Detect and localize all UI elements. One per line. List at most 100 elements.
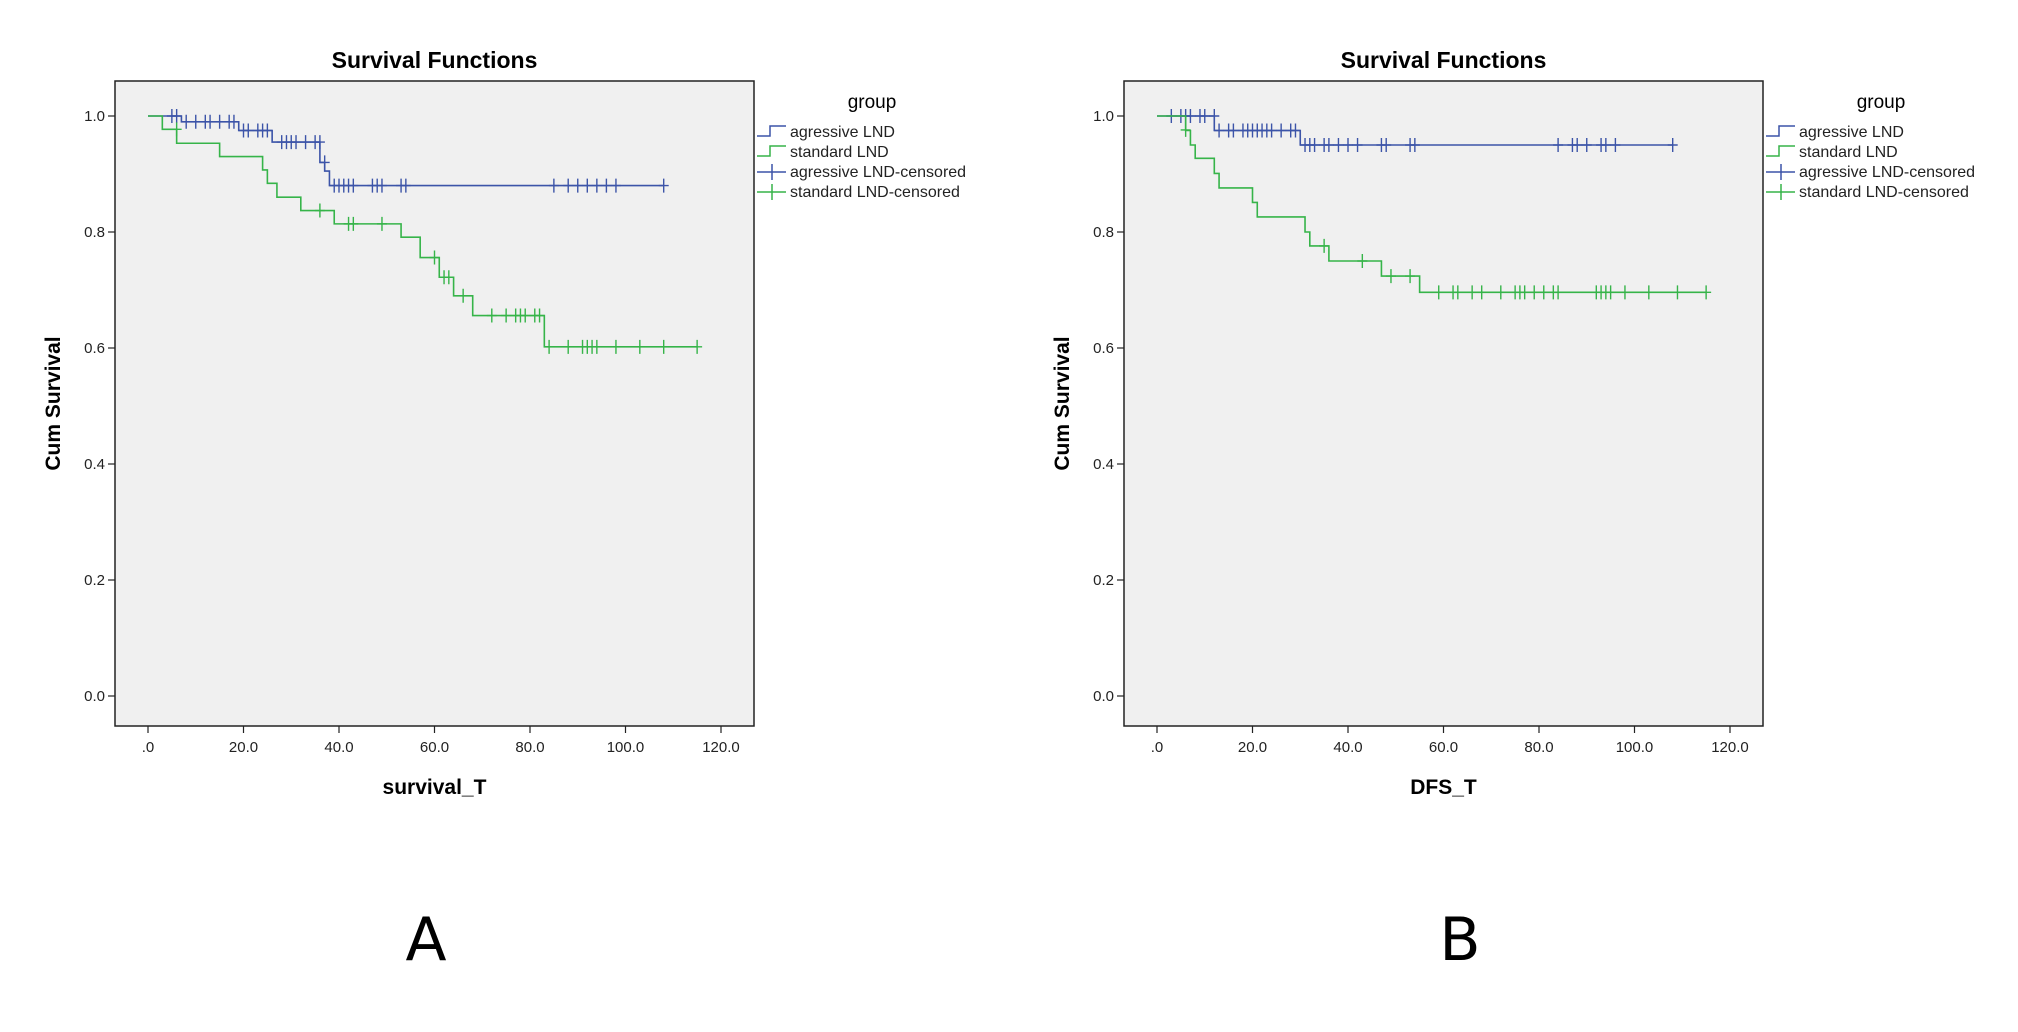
censor-mark bbox=[1701, 285, 1712, 300]
censor-mark bbox=[591, 178, 602, 193]
censor-mark bbox=[1600, 138, 1611, 152]
survival-chart-b: Survival Functions 0.0 0.2 0.4 0.6 0.8 1.0 .0 20… bbox=[1051, 47, 1975, 799]
legend-item-label: standard LND bbox=[1799, 144, 1898, 161]
censor-mark bbox=[1323, 138, 1334, 152]
censor-mark bbox=[1405, 269, 1416, 284]
censor-mark bbox=[1572, 138, 1583, 152]
legend-swatch-line bbox=[757, 125, 786, 137]
legend-swatch-line bbox=[757, 145, 786, 157]
x-tick-label: .0 bbox=[1151, 739, 1164, 756]
censor-mark bbox=[314, 203, 325, 218]
legend-swatch-censor bbox=[1766, 184, 1795, 200]
censor-mark bbox=[1199, 109, 1210, 123]
censor-mark bbox=[1529, 285, 1540, 300]
series-agressive-lnd bbox=[1157, 109, 1678, 152]
censor-mark bbox=[601, 178, 612, 193]
legend-swatch-censor bbox=[757, 184, 786, 200]
x-tick-label: .0 bbox=[142, 739, 155, 756]
censor-mark bbox=[1180, 122, 1191, 137]
km-step-line bbox=[1157, 115, 1707, 294]
censor-mark bbox=[610, 339, 621, 354]
x-tick-label: 60.0 bbox=[1429, 739, 1458, 756]
censor-mark bbox=[1619, 285, 1630, 300]
censor-mark bbox=[1605, 285, 1616, 300]
y-axis-label: Cum Survival bbox=[1051, 336, 1074, 470]
censor-mark bbox=[1409, 138, 1420, 152]
censor-mark bbox=[458, 288, 469, 303]
x-tick-label: 60.0 bbox=[420, 739, 449, 756]
censor-mark bbox=[1538, 285, 1549, 300]
censor-mark bbox=[501, 308, 512, 323]
censor-mark bbox=[376, 178, 387, 193]
x-tick-label: 80.0 bbox=[1524, 739, 1553, 756]
censor-mark bbox=[563, 178, 574, 193]
x-tick-label: 120.0 bbox=[702, 739, 740, 756]
panel-label-a: A bbox=[405, 905, 447, 975]
censor-mark bbox=[1433, 285, 1444, 300]
censor-mark bbox=[1343, 138, 1353, 152]
legend-item-label: standard LND-censored bbox=[790, 184, 960, 201]
censor-mark bbox=[348, 216, 359, 231]
y-tick-label: 0.0 bbox=[1093, 688, 1114, 705]
x-tick-label: 20.0 bbox=[1238, 739, 1267, 756]
censor-mark bbox=[1467, 285, 1478, 300]
legend-item-label: agressive LND bbox=[790, 124, 895, 141]
censor-mark bbox=[1553, 285, 1564, 300]
censor-mark bbox=[658, 339, 669, 354]
censor-mark bbox=[1333, 138, 1344, 152]
y-tick-label: 0.0 bbox=[84, 688, 105, 705]
censor-mark bbox=[1381, 138, 1392, 152]
legend-item-label: agressive LND-censored bbox=[790, 164, 966, 181]
censor-mark bbox=[1495, 285, 1506, 300]
censor-mark bbox=[1581, 138, 1592, 152]
censor-mark bbox=[658, 178, 669, 193]
legend-swatch-censor bbox=[757, 164, 786, 180]
x-tick-label: 40.0 bbox=[1333, 739, 1362, 756]
censor-mark bbox=[171, 122, 182, 137]
censor-mark bbox=[634, 339, 645, 354]
legend: group agressive LND standard LND agressive … bbox=[757, 92, 966, 201]
censor-mark bbox=[1553, 138, 1564, 152]
censor-mark bbox=[300, 135, 311, 150]
x-tick-label: 40.0 bbox=[324, 739, 353, 756]
legend-title: group bbox=[1857, 92, 1906, 113]
legend-swatch-line bbox=[1766, 145, 1795, 157]
censor-mark bbox=[1476, 285, 1487, 300]
censor-mark bbox=[1357, 254, 1368, 268]
censor-mark bbox=[262, 123, 273, 138]
y-tick-label: 0.4 bbox=[1093, 456, 1114, 473]
censor-mark bbox=[544, 339, 555, 354]
survival-chart-a: Survival Functions 0.0 0.2 0.4 0.6 0.8 1.0 .0 20… bbox=[42, 47, 966, 799]
series-agressive-lnd bbox=[148, 109, 669, 193]
censor-mark bbox=[443, 270, 454, 285]
censor-mark bbox=[376, 216, 387, 231]
chart-panel-b: Survival Functions 0.0 0.2 0.4 0.6 0.8 1.0 .0 20… bbox=[1009, 0, 2018, 1032]
y-tick-label: 0.2 bbox=[1093, 572, 1114, 589]
censor-mark bbox=[1519, 285, 1530, 300]
censor-mark bbox=[610, 178, 621, 193]
censor-mark bbox=[400, 178, 411, 193]
censor-mark bbox=[563, 339, 574, 354]
censor-mark bbox=[205, 114, 216, 129]
censor-mark bbox=[1185, 109, 1196, 123]
censor-mark bbox=[1667, 138, 1678, 152]
censor-mark bbox=[228, 114, 239, 129]
censor-mark bbox=[314, 135, 325, 150]
censor-mark bbox=[190, 114, 201, 129]
y-axis-label: Cum Survival bbox=[42, 336, 65, 470]
censor-mark bbox=[1672, 285, 1683, 300]
censor-mark bbox=[1385, 269, 1396, 284]
censor-mark bbox=[171, 109, 182, 123]
censor-mark bbox=[572, 178, 583, 193]
y-tick-label: 0.8 bbox=[1093, 224, 1114, 241]
censor-mark bbox=[429, 250, 440, 265]
censor-mark bbox=[486, 308, 497, 323]
censor-mark bbox=[1266, 123, 1277, 138]
censor-mark bbox=[548, 178, 559, 193]
legend-item-label: standard LND-censored bbox=[1799, 184, 1969, 201]
x-tick-label: 120.0 bbox=[1711, 739, 1749, 756]
censor-mark bbox=[1214, 123, 1225, 138]
x-tick-label: 100.0 bbox=[1616, 739, 1654, 756]
censor-mark bbox=[319, 155, 330, 170]
censor-mark bbox=[1228, 123, 1239, 138]
